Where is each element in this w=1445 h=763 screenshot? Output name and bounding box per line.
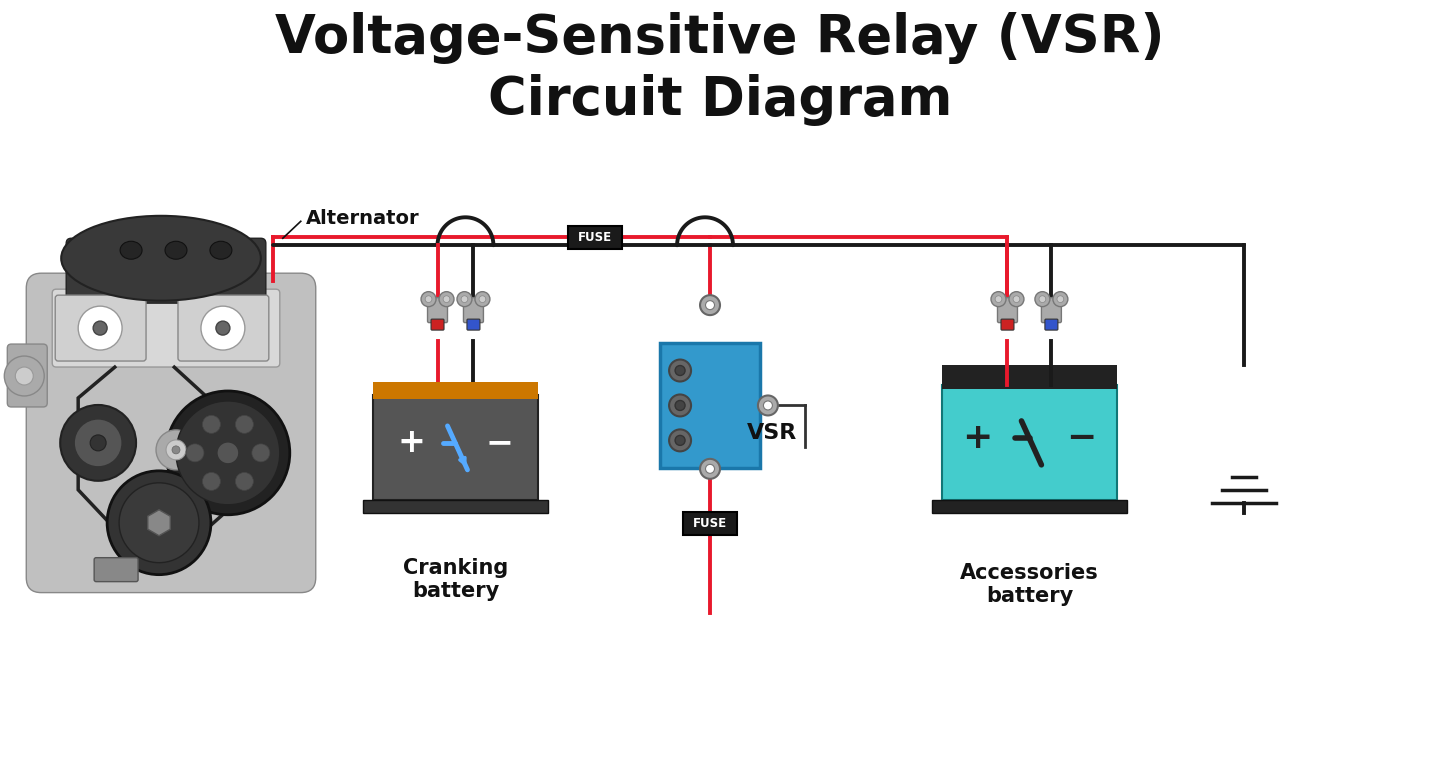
Circle shape: [172, 446, 181, 454]
Circle shape: [991, 291, 1006, 307]
Text: −: −: [1066, 421, 1097, 455]
FancyBboxPatch shape: [178, 295, 269, 361]
Text: Alternator: Alternator: [306, 209, 419, 228]
Circle shape: [444, 296, 449, 302]
Circle shape: [74, 419, 121, 467]
FancyBboxPatch shape: [94, 558, 139, 581]
Text: FUSE: FUSE: [578, 230, 613, 243]
FancyBboxPatch shape: [373, 395, 538, 501]
Circle shape: [1053, 291, 1068, 307]
FancyBboxPatch shape: [26, 273, 316, 593]
Circle shape: [202, 415, 221, 433]
Circle shape: [475, 291, 490, 307]
FancyBboxPatch shape: [1045, 319, 1058, 330]
Circle shape: [675, 436, 685, 446]
Circle shape: [996, 296, 1001, 302]
Circle shape: [1035, 291, 1051, 307]
Text: Accessories
battery: Accessories battery: [959, 562, 1098, 606]
Circle shape: [251, 444, 270, 462]
Circle shape: [457, 291, 473, 307]
Circle shape: [4, 356, 45, 396]
Text: Cranking
battery: Cranking battery: [403, 558, 509, 601]
Circle shape: [236, 472, 253, 491]
Text: VSR: VSR: [747, 423, 798, 443]
Circle shape: [763, 401, 773, 410]
Circle shape: [201, 306, 244, 350]
Circle shape: [480, 296, 486, 302]
Circle shape: [699, 295, 720, 315]
Circle shape: [705, 301, 714, 310]
Circle shape: [759, 395, 777, 415]
Circle shape: [217, 442, 238, 464]
FancyBboxPatch shape: [942, 365, 1117, 389]
FancyBboxPatch shape: [660, 343, 760, 468]
Circle shape: [1009, 291, 1025, 307]
Circle shape: [675, 401, 685, 410]
Text: Voltage-Sensitive Relay (VSR): Voltage-Sensitive Relay (VSR): [275, 11, 1165, 63]
Circle shape: [1039, 296, 1046, 302]
FancyBboxPatch shape: [683, 512, 737, 535]
FancyBboxPatch shape: [52, 289, 280, 367]
Text: +: +: [397, 427, 425, 459]
FancyBboxPatch shape: [942, 385, 1117, 501]
Circle shape: [675, 365, 685, 375]
Circle shape: [156, 430, 197, 470]
FancyBboxPatch shape: [568, 226, 623, 249]
FancyBboxPatch shape: [66, 238, 266, 303]
Circle shape: [107, 471, 211, 575]
FancyBboxPatch shape: [464, 298, 484, 323]
Circle shape: [215, 321, 230, 335]
Circle shape: [236, 415, 253, 433]
FancyBboxPatch shape: [428, 298, 448, 323]
FancyBboxPatch shape: [1001, 319, 1014, 330]
FancyBboxPatch shape: [431, 319, 444, 330]
Circle shape: [705, 465, 714, 473]
FancyBboxPatch shape: [467, 319, 480, 330]
Circle shape: [166, 391, 290, 515]
Circle shape: [461, 296, 468, 302]
FancyBboxPatch shape: [997, 298, 1017, 323]
Circle shape: [439, 291, 454, 307]
Text: −: −: [486, 427, 513, 459]
Ellipse shape: [120, 241, 142, 259]
Circle shape: [669, 430, 691, 452]
Text: +: +: [962, 421, 993, 455]
Circle shape: [92, 321, 107, 335]
Circle shape: [1056, 296, 1064, 302]
Ellipse shape: [210, 241, 231, 259]
Circle shape: [16, 367, 33, 385]
Text: FUSE: FUSE: [694, 517, 727, 530]
Ellipse shape: [165, 241, 186, 259]
FancyBboxPatch shape: [1042, 298, 1062, 323]
Circle shape: [425, 296, 432, 302]
FancyBboxPatch shape: [55, 295, 146, 361]
Circle shape: [166, 440, 186, 460]
Circle shape: [78, 306, 121, 350]
Circle shape: [176, 401, 280, 505]
FancyBboxPatch shape: [932, 501, 1127, 513]
Circle shape: [202, 472, 221, 491]
FancyBboxPatch shape: [363, 501, 548, 513]
Circle shape: [420, 291, 436, 307]
Text: Circuit Diagram: Circuit Diagram: [488, 73, 952, 126]
Circle shape: [1013, 296, 1020, 302]
Circle shape: [669, 359, 691, 382]
FancyBboxPatch shape: [373, 382, 538, 400]
Circle shape: [90, 435, 105, 451]
Ellipse shape: [61, 216, 262, 301]
Circle shape: [699, 459, 720, 479]
Ellipse shape: [36, 253, 306, 583]
Circle shape: [61, 405, 136, 481]
FancyBboxPatch shape: [7, 344, 48, 407]
Circle shape: [669, 394, 691, 417]
Polygon shape: [147, 510, 171, 536]
Circle shape: [186, 444, 204, 462]
Circle shape: [118, 483, 199, 562]
